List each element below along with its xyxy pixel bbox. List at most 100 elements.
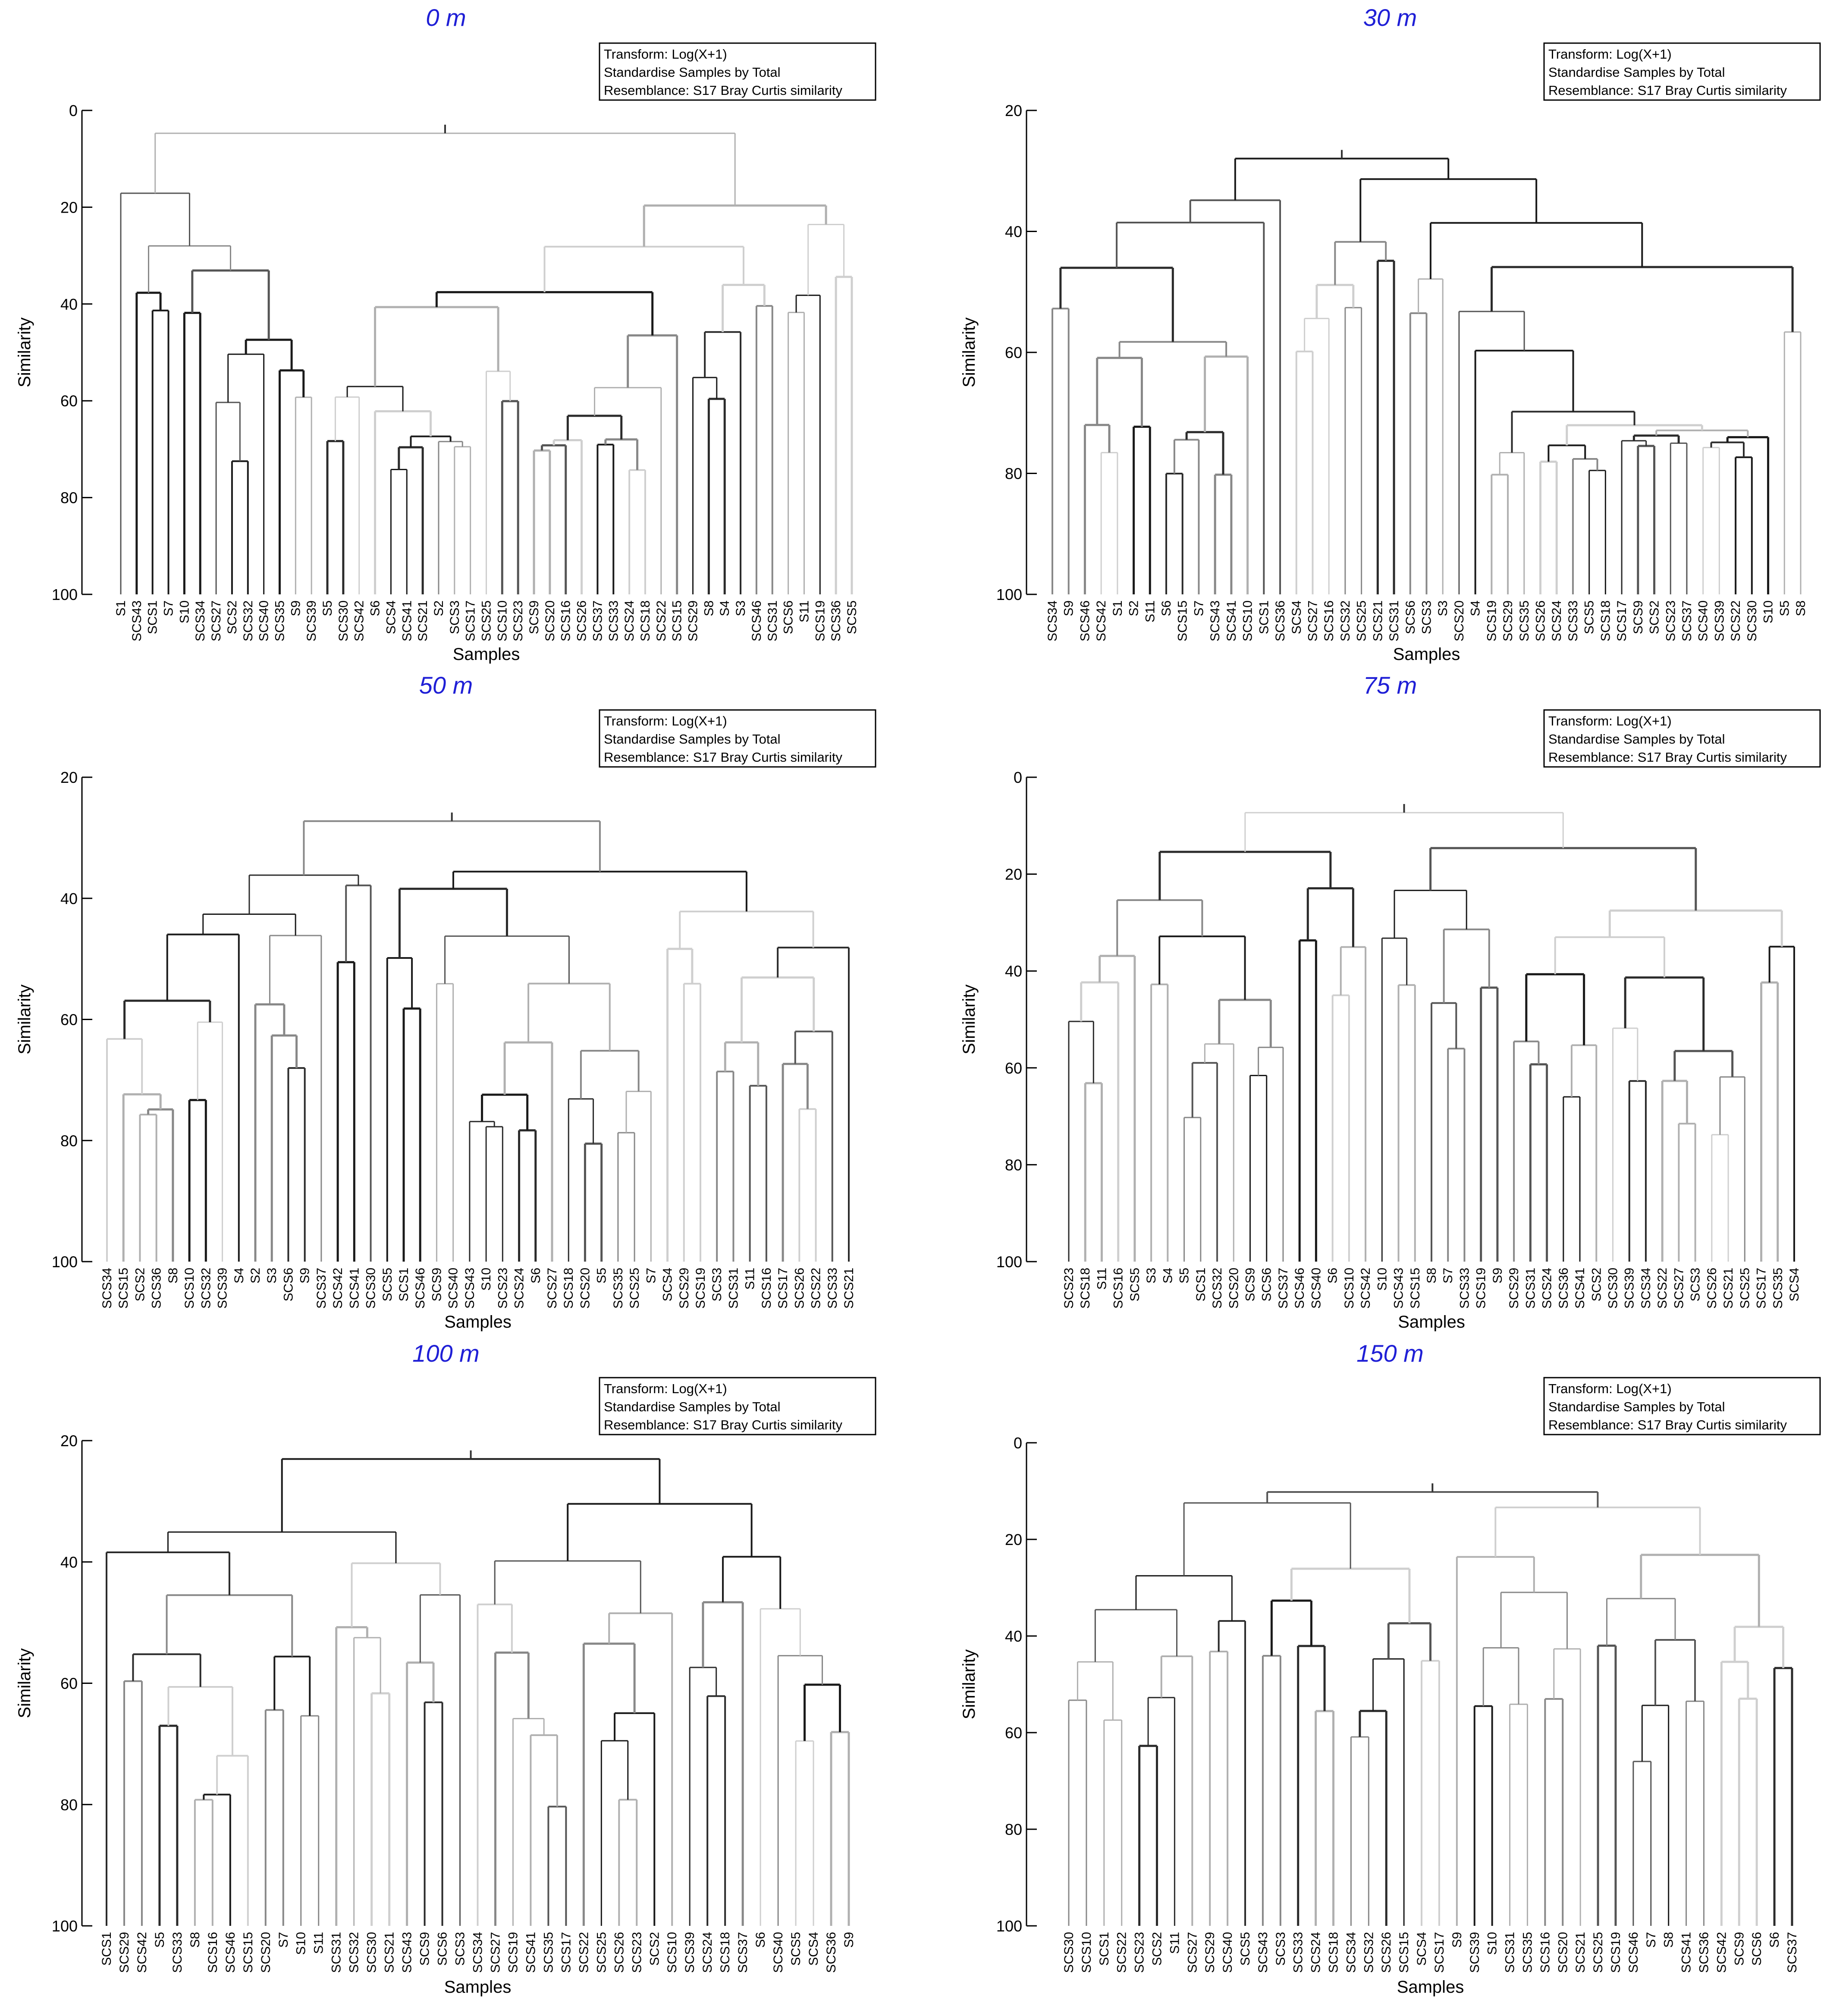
y-tick-label: 80 — [1005, 465, 1022, 483]
leaf-label: S1 — [1111, 600, 1125, 616]
y-tick-label: 80 — [1005, 1156, 1022, 1174]
leaf-label: SCS5 — [1238, 1932, 1252, 1966]
leaf-label: SCS46 — [750, 600, 764, 641]
leaf-label: SCS34 — [1344, 1932, 1358, 1973]
leaf-label: SCS37 — [314, 1268, 329, 1309]
leaf-label: SCS21 — [1573, 1932, 1588, 1973]
leaf-label: SCS32 — [199, 1268, 213, 1309]
info-box: Transform: Log(X+1) Standardise Samples b… — [599, 42, 876, 101]
leaf-label: S8 — [1662, 1932, 1676, 1948]
leaf-label: SCS6 — [1750, 1932, 1764, 1966]
leaf-label: SCS37 — [1680, 600, 1694, 641]
leaf-label: S8 — [702, 600, 716, 616]
y-axis-label: Similarity — [15, 317, 34, 387]
info-line: Transform: Log(X+1) — [1548, 1381, 1672, 1396]
leaf-label: SCS18 — [1078, 1268, 1092, 1309]
leaf-label: SCS19 — [1485, 600, 1499, 641]
leaf-label: SCS22 — [809, 1268, 823, 1309]
leaf-label: SCS23 — [1133, 1932, 1147, 1973]
leaf-label: S10 — [177, 600, 191, 623]
leaf-label: S8 — [1794, 600, 1808, 616]
info-line: Standardise Samples by Total — [604, 732, 781, 747]
info-line: Transform: Log(X+1) — [604, 713, 727, 729]
leaf-label: SCS34 — [100, 1268, 114, 1309]
leaf-label: SCS32 — [1338, 600, 1353, 641]
leaf-label: SCS41 — [1679, 1932, 1694, 1973]
leaf-label: SCS26 — [612, 1932, 626, 1973]
x-axis-label: Samples — [1397, 1978, 1464, 1997]
y-axis-label: Similarity — [15, 1648, 34, 1718]
leaf-label: SCS3 — [1274, 1932, 1288, 1966]
leaf-label: SCS40 — [1696, 600, 1711, 641]
y-tick-label: 80 — [60, 1132, 78, 1149]
leaf-label: SCS21 — [383, 1932, 397, 1973]
info-box-frame — [599, 42, 876, 101]
leaf-label: S8 — [188, 1932, 202, 1948]
leaf-label: SCS4 — [1290, 600, 1304, 634]
leaf-label: SCS4 — [1415, 1932, 1429, 1966]
leaf-label: SCS6 — [1260, 1268, 1274, 1301]
y-tick-label: 20 — [1005, 1531, 1022, 1548]
leaf-label: SCS16 — [1322, 600, 1336, 641]
leaf-label: SCS40 — [1221, 1932, 1235, 1973]
leaf-label: SCS43 — [1256, 1932, 1270, 1973]
leaf-label: SCS33 — [826, 1268, 840, 1309]
dendrogram-tree — [1052, 150, 1802, 594]
leaf-label: SCS9 — [1732, 1932, 1746, 1966]
info-line: Standardise Samples by Total — [604, 65, 781, 80]
leaf-label: SCS40 — [257, 600, 271, 641]
leaf-label: SCS29 — [686, 600, 700, 641]
x-axis-label: Samples — [1393, 645, 1460, 664]
leaf-label: S11 — [743, 1268, 757, 1290]
leaf-label: SCS19 — [1474, 1268, 1488, 1309]
leaf-label: SCS6 — [1403, 600, 1418, 634]
info-box-frame — [1543, 1377, 1821, 1435]
leaf-label: SCS20 — [578, 1268, 592, 1309]
leaf-label: SCS26 — [1534, 600, 1548, 641]
info-box-frame — [1543, 42, 1821, 101]
y-axis-label: Similarity — [15, 984, 34, 1054]
leaf-label: SCS5 — [1128, 1268, 1142, 1301]
dendrogram-tree — [1068, 804, 1795, 1262]
leaf-label: SCS27 — [1672, 1268, 1686, 1309]
leaf-label: SCS29 — [1507, 1268, 1521, 1309]
leaf-label: SCS21 — [416, 600, 430, 641]
leaf-label: SCS21 — [1371, 600, 1385, 641]
leaf-label: SCS16 — [1538, 1932, 1552, 1973]
leaf-label: SCS19 — [694, 1268, 708, 1309]
leaf-label: SCS30 — [336, 600, 351, 641]
leaf-label: S6 — [753, 1932, 768, 1948]
leaf-label: SCS20 — [259, 1932, 273, 1973]
dendrogram-panel-4: 75 m Transform: Log(X+1) Standardise Sampl… — [960, 672, 1821, 1331]
leaf-label: SCS25 — [1591, 1932, 1605, 1973]
leaf-label: SCS46 — [223, 1932, 238, 1973]
leaf-label: SCS15 — [670, 600, 684, 641]
y-tick-label: 60 — [60, 1675, 78, 1693]
leaf-label: SCS22 — [577, 1932, 591, 1973]
y-tick-label: 100 — [52, 1253, 78, 1271]
leaf-label: SCS18 — [638, 600, 653, 641]
leaf-label: SCS3 — [1420, 600, 1434, 634]
leaf-label: SCS46 — [1626, 1932, 1641, 1973]
leaf-label: S6 — [1159, 600, 1174, 616]
y-axis: 20 40 60 80 100 Similarity — [15, 1432, 92, 1935]
leaf-label: S6 — [529, 1268, 543, 1284]
y-tick-label: 20 — [1005, 866, 1022, 883]
leaf-label: SCS39 — [304, 600, 319, 641]
leaf-label: SCS10 — [495, 600, 509, 641]
panel-title: 0 m — [426, 4, 466, 31]
leaf-label: SCS46 — [1078, 600, 1092, 641]
leaf-label: SCS25 — [628, 1268, 642, 1309]
leaf-label: S4 — [232, 1268, 246, 1284]
leaf-label: S8 — [1425, 1268, 1439, 1284]
leaf-label: S10 — [1375, 1268, 1389, 1291]
y-tick-label: 100 — [52, 1917, 78, 1935]
leaf-label: SCS37 — [1785, 1932, 1799, 1973]
leaf-label: SCS42 — [135, 1932, 149, 1973]
leaf-label: SCS20 — [1227, 1268, 1241, 1309]
y-tick-label: 40 — [60, 295, 78, 313]
leaf-label: SCS18 — [718, 1932, 732, 1973]
leaf-label: SCS35 — [273, 600, 287, 641]
leaf-label: S1 — [114, 600, 128, 616]
leaf-label: SCS18 — [1598, 600, 1613, 641]
